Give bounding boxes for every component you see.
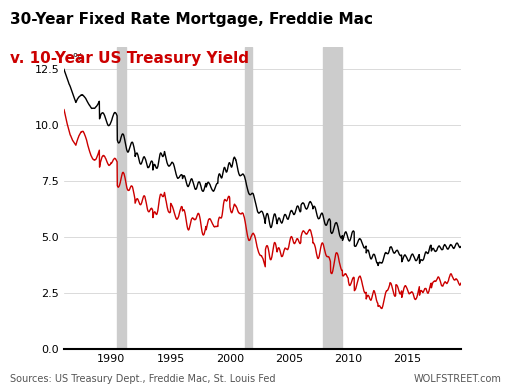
Text: Sources: US Treasury Dept., Freddie Mac, St. Louis Fed: Sources: US Treasury Dept., Freddie Mac,… <box>10 374 276 384</box>
Text: %: % <box>72 53 82 63</box>
Bar <box>117 47 126 349</box>
Bar <box>324 47 343 349</box>
Text: v. 10-Year US Treasury Yield: v. 10-Year US Treasury Yield <box>10 51 249 66</box>
Text: WOLFSTREET.com: WOLFSTREET.com <box>414 374 502 384</box>
Bar <box>245 47 252 349</box>
Text: 30-Year Fixed Rate Mortgage, Freddie Mac: 30-Year Fixed Rate Mortgage, Freddie Mac <box>10 12 373 27</box>
